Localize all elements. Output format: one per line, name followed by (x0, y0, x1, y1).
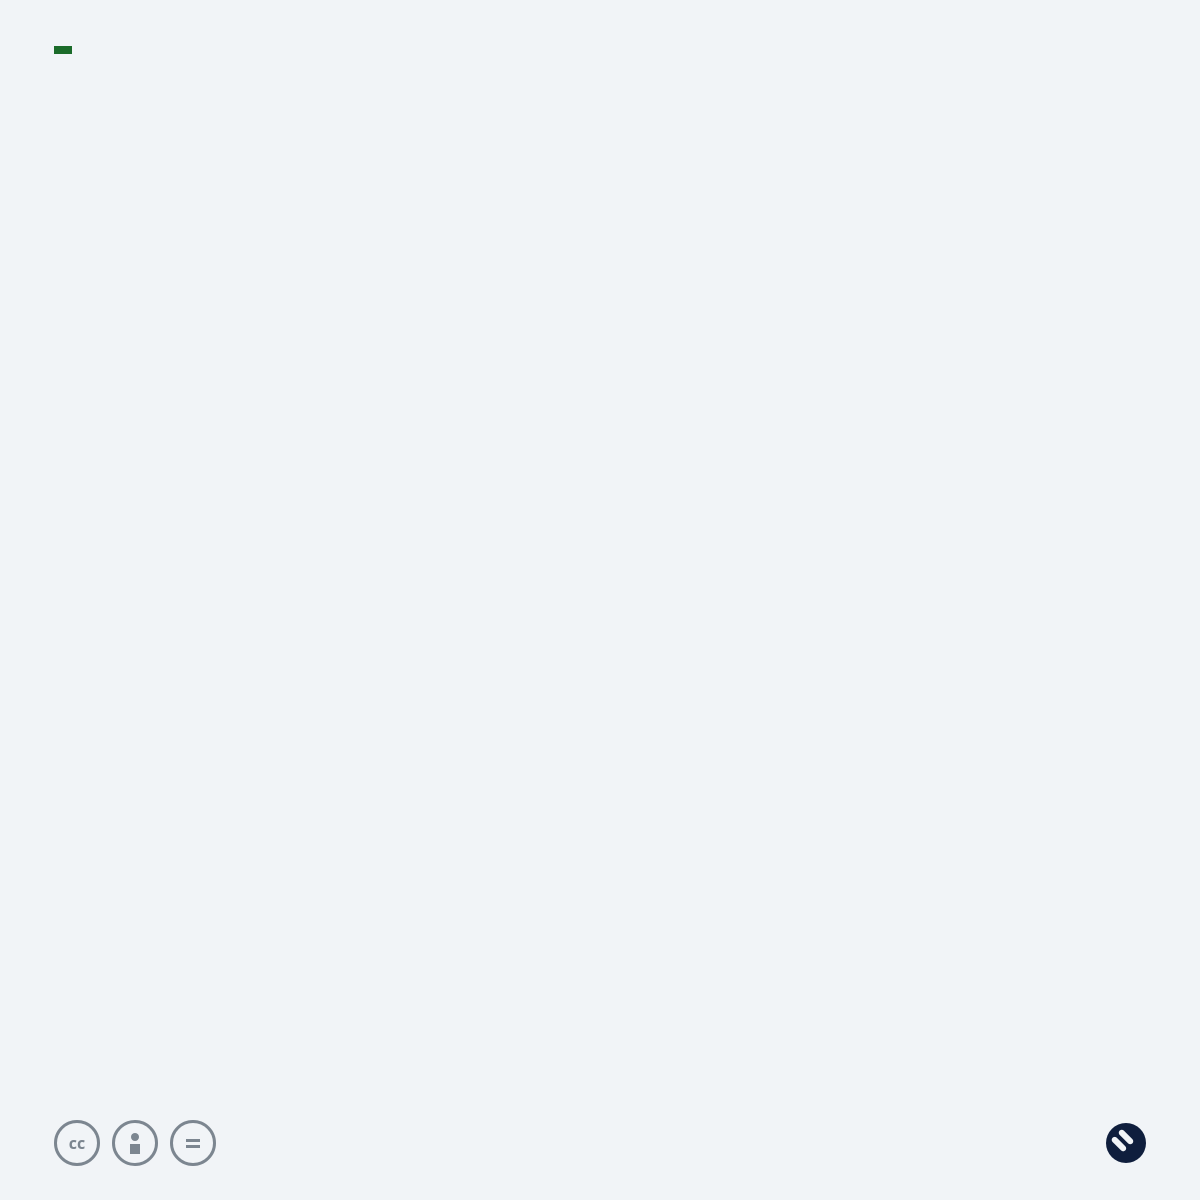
brand-logo (1104, 1123, 1146, 1163)
footer: cc (54, 1120, 1146, 1166)
cc-icon: cc (54, 1120, 100, 1166)
brand-wave-icon (1106, 1123, 1146, 1163)
header (54, 46, 1146, 54)
cc-icons: cc (54, 1120, 216, 1166)
accent-bar (54, 46, 72, 54)
svg-text:cc: cc (69, 1132, 85, 1154)
nd-icon (170, 1120, 216, 1166)
rank-links (64, 124, 364, 274)
by-icon (112, 1120, 158, 1166)
